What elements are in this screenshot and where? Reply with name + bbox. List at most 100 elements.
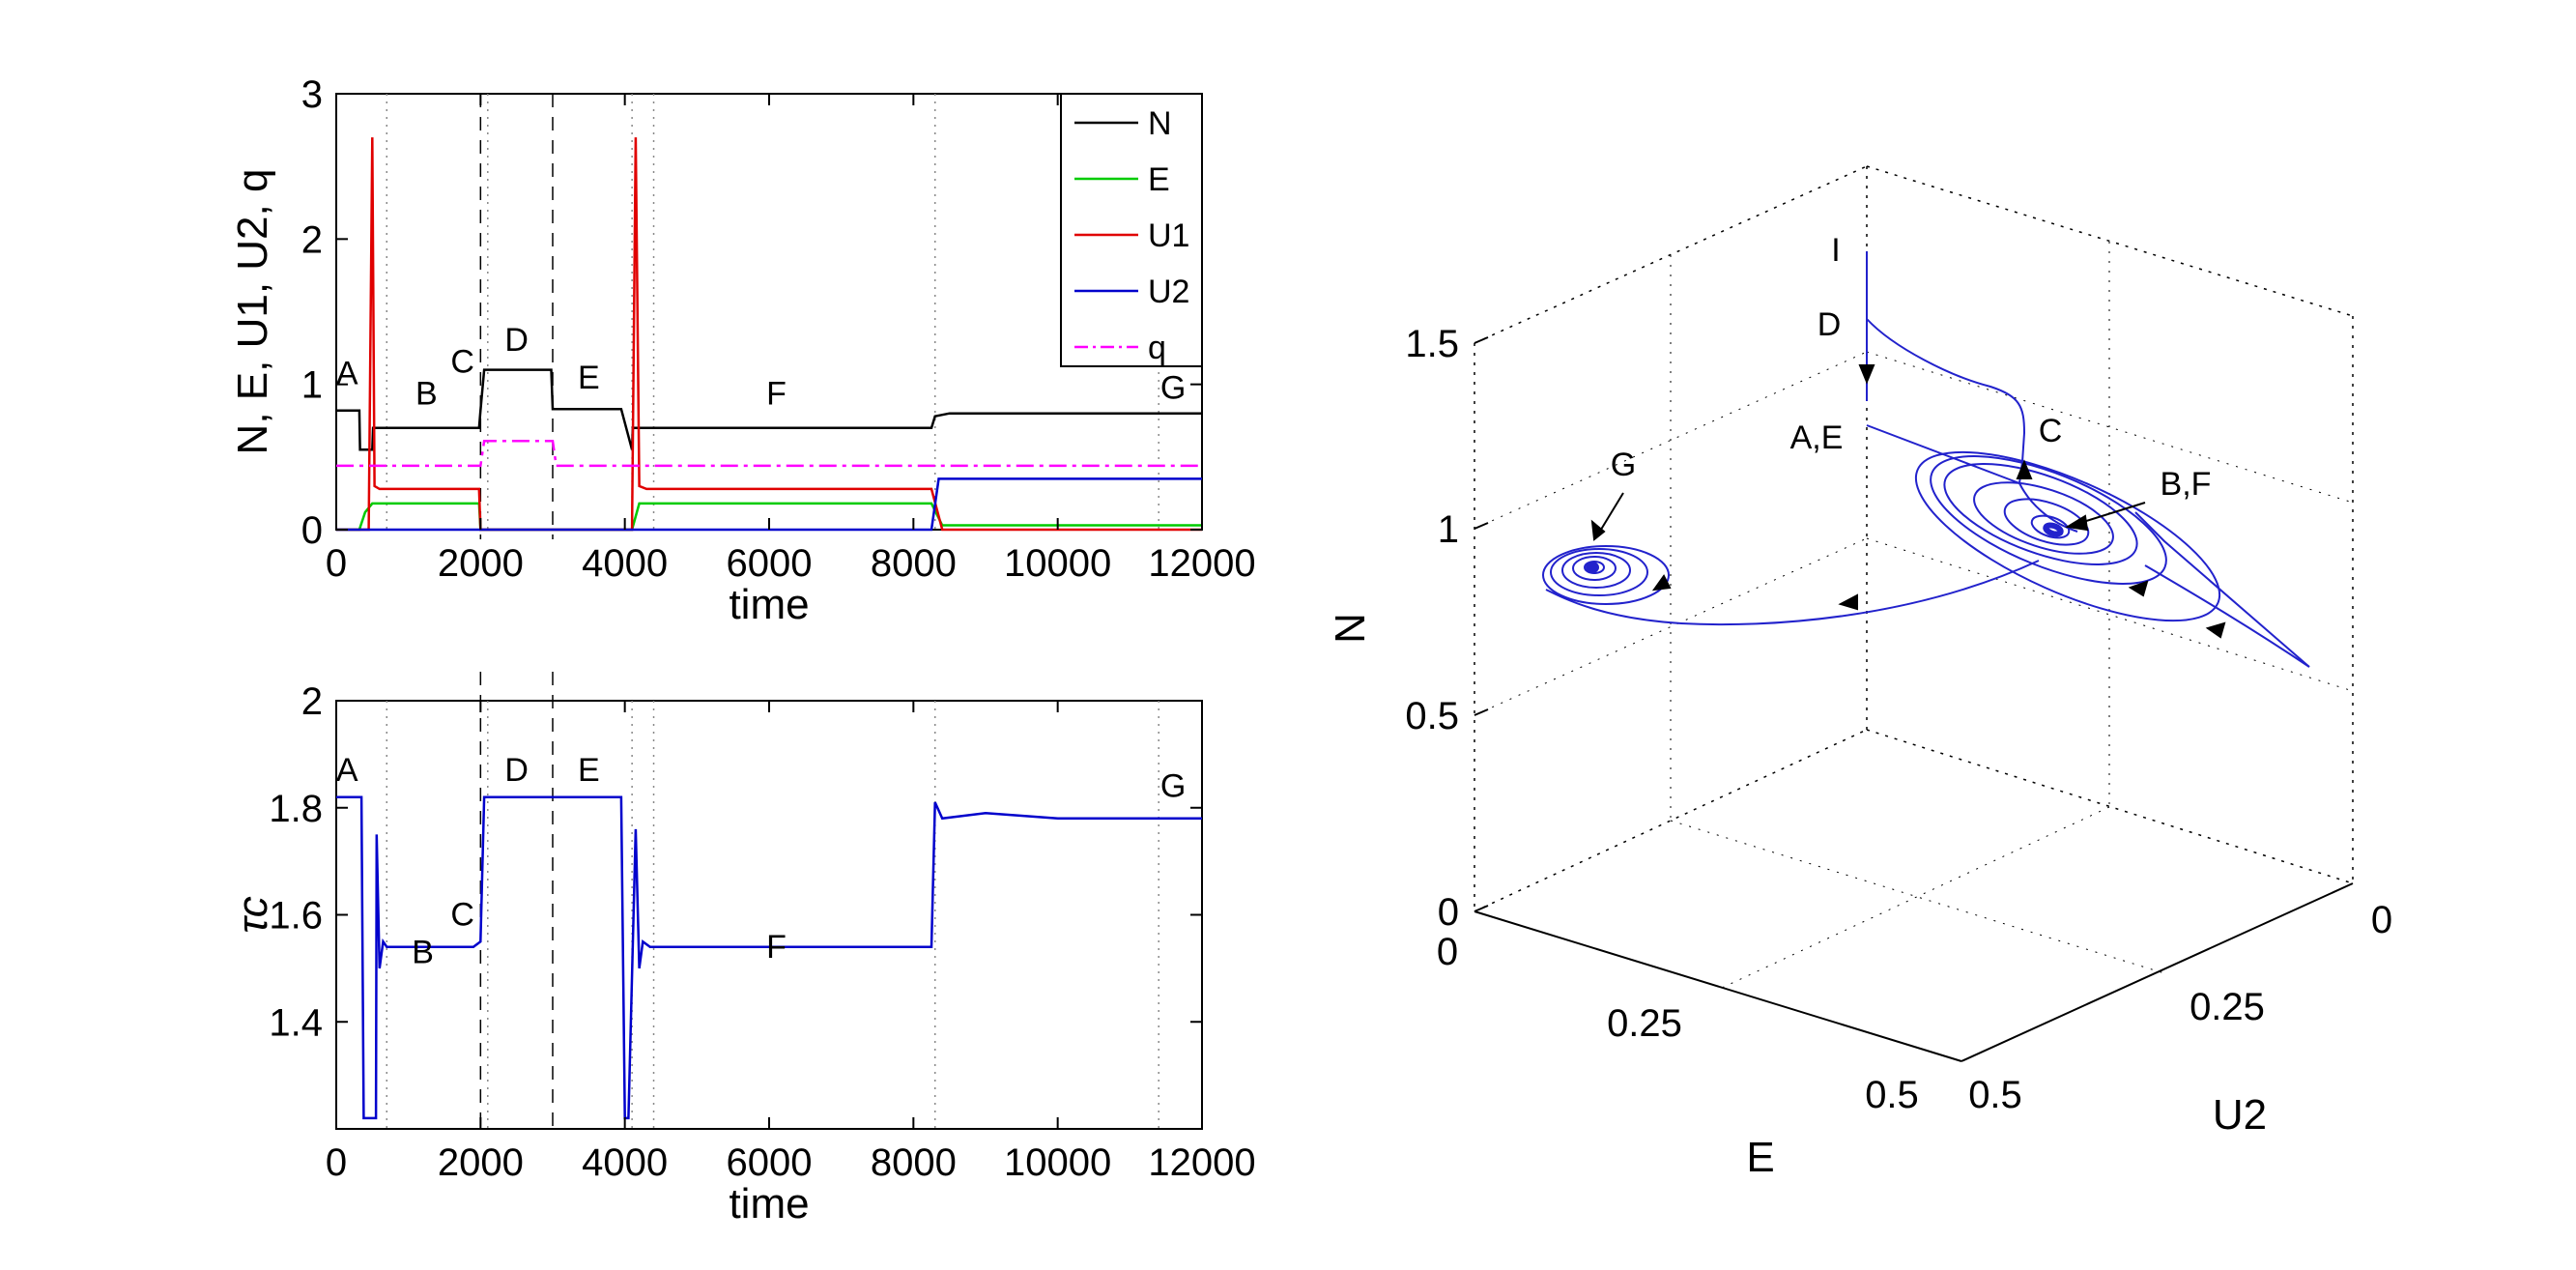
3d-e-axis-label: E xyxy=(1746,1134,1774,1181)
x-tick-label: 0 xyxy=(326,542,347,585)
3d-spiral-g xyxy=(1584,561,1605,574)
x-tick-label: 8000 xyxy=(871,1141,957,1184)
top-region-labels: A BCD E F G xyxy=(336,322,1187,413)
region-label: E xyxy=(578,752,600,789)
arrow-path-icon xyxy=(1838,593,1858,611)
3d-e-tick-label: 0 xyxy=(1437,931,1458,973)
3d-n-tick-label: 1.5 xyxy=(1405,323,1459,365)
legend-label-u2: U2 xyxy=(1148,274,1189,310)
3d-spiral-g xyxy=(1561,552,1631,589)
series-line-u2 xyxy=(336,477,1202,532)
x-tick-label: 4000 xyxy=(582,1141,668,1184)
bottom-phase-guides xyxy=(386,672,1159,1129)
3d-back-right-top-edge xyxy=(1866,165,2354,317)
3d-n-tick-label: 0.5 xyxy=(1405,695,1459,737)
3d-spiral-bf xyxy=(1930,455,2167,585)
3d-path-D-to-C xyxy=(1866,318,2078,533)
3d-n-tick xyxy=(1474,336,1489,344)
3d-u2-tick-label: 0.25 xyxy=(2190,986,2265,1028)
3d-path-B-F-tail xyxy=(2144,564,2310,668)
legend-label-u1: U1 xyxy=(1148,217,1189,254)
arrow-left-icon xyxy=(2065,514,2089,532)
y-tick-label: 1.6 xyxy=(269,895,323,938)
y-tick-label: 2 xyxy=(301,680,323,723)
3d-n-axis-label: N xyxy=(1327,613,1374,644)
arrow-up-icon xyxy=(2016,459,2033,479)
top-y-ticks: 0 1 2 3 xyxy=(301,73,1202,552)
arrow-tail-icon xyxy=(2128,580,2149,597)
y-tick-label: 1 xyxy=(301,364,323,407)
3d-path-edge xyxy=(2134,511,2310,668)
3d-e-axis xyxy=(1474,910,1962,1062)
phase-space-3d-chart: 0 0.5 1 1.5 0 0.25 0.5 0 0.25 0.5 E U2 N xyxy=(1327,165,2392,1181)
3d-e-tick-label: 0.25 xyxy=(1607,1002,1682,1045)
region-label: G xyxy=(1160,768,1186,805)
3d-spiral-g xyxy=(1572,556,1617,581)
x-tick-label: 2000 xyxy=(438,542,524,585)
x-tick-label: 8000 xyxy=(871,542,957,585)
series-line-q xyxy=(336,440,1202,468)
3d-label-C: C xyxy=(2039,413,2063,449)
bottom-x-axis-label: time xyxy=(729,1180,809,1227)
top-phase-guides xyxy=(386,94,1159,539)
3d-label-A-E: A,E xyxy=(1790,419,1844,456)
3d-u2-tick-label: 0 xyxy=(2371,899,2392,941)
legend-label-n: N xyxy=(1148,105,1172,142)
x-tick-label: 2000 xyxy=(438,1141,524,1184)
region-label: F xyxy=(766,376,787,413)
region-label: G xyxy=(1160,370,1186,407)
3d-spiral-bf xyxy=(2043,522,2064,537)
3d-spiral-g xyxy=(1586,562,1599,573)
x-tick-label: 10000 xyxy=(1004,1141,1111,1184)
y-tick-label: 1.8 xyxy=(269,788,323,830)
region-label: D xyxy=(504,752,529,789)
3d-label-D: D xyxy=(1818,306,1842,343)
legend-label-q: q xyxy=(1148,330,1166,366)
region-label: A xyxy=(336,752,358,789)
3d-box-edges xyxy=(1474,165,2354,1062)
3d-trajectory xyxy=(1542,251,2310,668)
3d-grid-line xyxy=(1474,537,1868,716)
3d-spiral-bf xyxy=(1973,481,2114,555)
bottom-y-axis-label: τc xyxy=(229,896,276,933)
3d-grid-line xyxy=(1474,351,1868,530)
3d-path-B-F-to-G xyxy=(1545,560,2040,626)
3d-label-B-F: B,F xyxy=(2161,466,2212,503)
3d-spiral-bf xyxy=(1914,450,2221,622)
bottom-y-ticks: 1.4 1.6 1.8 2 xyxy=(269,680,1202,1044)
x-tick-label: 4000 xyxy=(582,542,668,585)
3d-n-tick xyxy=(1474,522,1489,530)
3d-back-left-top-edge xyxy=(1474,165,1868,344)
top-legend: NE U1 U2 q xyxy=(1060,93,1203,367)
top-time-series-chart: 0 2000 4000 6000 8000 10000 12000 0 1 2 3 A BCD E F G… xyxy=(229,73,1256,628)
arrow-g-pointer xyxy=(1595,492,1624,538)
x-tick-label: 12000 xyxy=(1148,1141,1255,1184)
legend-label-e: E xyxy=(1148,161,1170,198)
3d-u2-tick-label: 0.5 xyxy=(1968,1074,2022,1116)
series-line-c xyxy=(336,795,1202,1120)
3d-arrows xyxy=(1590,364,2226,639)
3d-n-tick-label: 1 xyxy=(1438,508,1459,551)
y-tick-label: 1.4 xyxy=(269,1001,323,1044)
y-tick-label: 0 xyxy=(301,509,323,552)
y-tick-label: 3 xyxy=(301,73,323,116)
region-label: C xyxy=(450,897,474,934)
3d-label-G: G xyxy=(1611,447,1636,483)
region-label: A xyxy=(336,356,358,392)
3d-spiral-bf xyxy=(1943,463,2138,565)
3d-u2-axis-label: U2 xyxy=(2213,1091,2267,1139)
top-x-axis-label: time xyxy=(729,581,809,628)
y-tick-label: 2 xyxy=(301,218,323,261)
arrow-g-entry-icon xyxy=(1590,519,1606,541)
3d-back-bottom-right-edge xyxy=(1866,729,2354,884)
3d-u2-axis xyxy=(1961,882,2354,1062)
x-tick-label: 0 xyxy=(326,1141,347,1184)
region-label: C xyxy=(450,344,474,381)
3d-spiral-bf xyxy=(2003,498,2090,546)
region-label: B xyxy=(412,934,434,970)
3d-e-tick-label: 0.5 xyxy=(1865,1074,1919,1116)
region-label: D xyxy=(504,322,529,359)
region-label: E xyxy=(578,360,600,396)
x-tick-label: 10000 xyxy=(1004,542,1111,585)
